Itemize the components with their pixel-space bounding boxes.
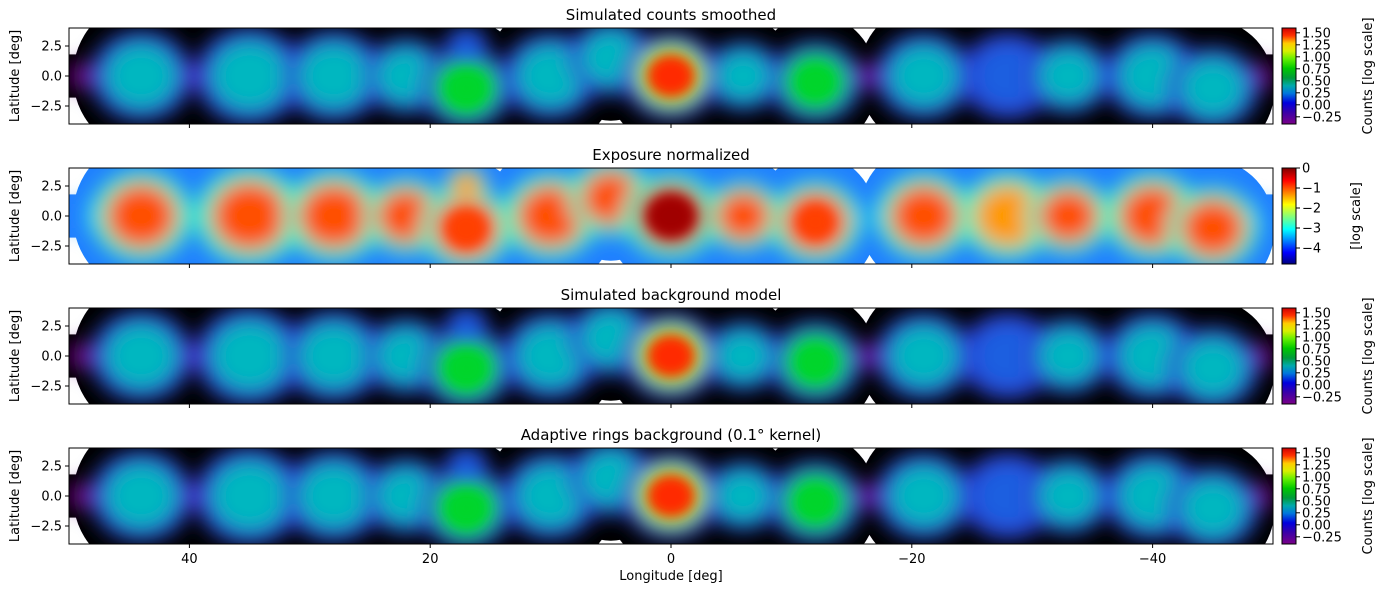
panel-3: Simulated background model Latitude [deg]… [8,286,1376,415]
panel-2: Exposure normalized Latitude [deg] 2.5 0.0 −… [8,146,1364,268]
x-tick-label: 40 [181,552,198,567]
colorbar-tick-label: −0.25 [1302,110,1342,125]
colorbar-tick-label: 1.00 [1302,470,1331,485]
colorbar-tick-label: −0.25 [1302,390,1342,405]
colorbar-tick-label: 0.00 [1302,518,1331,533]
colorbar-tick-label: 1.50 [1302,306,1331,321]
colorbar-tick-label: −0.25 [1302,530,1342,545]
colorbar-tick-label: 0.75 [1302,482,1331,497]
colorbar: 0 −1 −2 −3 −4 [log scale] [1281,162,1364,265]
panel-4: Adaptive rings background (0.1° kernel) L… [8,426,1376,584]
colorbar-tick-label: −4 [1302,242,1321,257]
colorbar-gradient [1281,307,1297,405]
colorbar-tick-label: 1.00 [1302,330,1331,345]
colorbar-tick-label: 0.00 [1302,378,1331,393]
y-tick-label: 0.0 [41,350,62,365]
colorbar-tick-label: −3 [1302,222,1321,237]
y-tick-label: −2.5 [30,240,62,255]
colorbar-gradient [1281,27,1297,125]
panel-title: Adaptive rings background (0.1° kernel) [521,426,822,444]
colorbar-tick-label: 1.50 [1302,26,1331,41]
y-axis-label: Latitude [deg] [8,450,23,542]
heatmap-image [69,308,1273,404]
colorbar-tick-label: 1.00 [1302,50,1331,65]
colorbar-tick-label: 0.50 [1302,494,1331,509]
colorbar-tick-label: 0.50 [1302,354,1331,369]
colorbar-tick-label: −1 [1302,182,1321,197]
y-tick-label: −2.5 [30,380,62,395]
panel-title: Simulated counts smoothed [566,6,776,24]
y-tick-label: −2.5 [30,100,62,115]
panel-title: Simulated background model [561,286,782,304]
colorbar-tick-label: 1.25 [1302,458,1331,473]
heatmap-image [69,448,1273,544]
colorbar-tick-label: 0.75 [1302,62,1331,77]
x-axis-label: Longitude [deg] [619,569,722,584]
y-tick-label: 2.5 [41,460,62,475]
colorbar: 1.501.251.000.750.500.250.00−0.25 Counts … [1281,437,1376,555]
x-tick-label: 20 [422,552,439,567]
y-tick-label: 2.5 [41,40,62,55]
colorbar-tick-label: 0 [1302,162,1310,177]
y-tick-label: 2.5 [41,320,62,335]
y-tick-label: −2.5 [30,520,62,535]
y-tick-label: 0.0 [41,210,62,225]
heatmap-image [69,28,1273,124]
colorbar: 1.501.251.000.750.500.250.00−0.25 Counts … [1281,297,1376,415]
colorbar-tick-label: 1.25 [1302,38,1331,53]
colorbar-gradient [1281,447,1297,545]
colorbar-tick-label: 0.75 [1302,342,1331,357]
colorbar-gradient [1281,167,1297,265]
x-tick-label: −20 [898,552,925,567]
colorbar-label: Counts [log scale] [1361,297,1376,414]
colorbar-tick-label: 1.25 [1302,318,1331,333]
x-tick-label: 0 [667,552,675,567]
heatmap-image [69,168,1273,264]
x-tick-label: −40 [1139,552,1166,567]
y-tick-label: 0.0 [41,70,62,85]
colorbar-tick-label: −2 [1302,202,1321,217]
colorbar-label: [log scale] [1349,182,1364,250]
colorbar: 1.501.251.000.750.500.250.00−0.25 Counts … [1281,17,1376,135]
y-tick-label: 2.5 [41,180,62,195]
colorbar-tick-label: 0.25 [1302,86,1331,101]
colorbar-tick-label: 0.25 [1302,366,1331,381]
y-axis-label: Latitude [deg] [8,170,23,262]
y-axis-label: Latitude [deg] [8,310,23,402]
colorbar-label: Counts [log scale] [1361,17,1376,134]
panel-1: Simulated counts smoothed Latitude [deg] 2… [8,6,1376,135]
colorbar-tick-label: 0.50 [1302,74,1331,89]
y-axis-label: Latitude [deg] [8,30,23,122]
colorbar-tick-label: 0.25 [1302,506,1331,521]
y-tick-label: 0.0 [41,490,62,505]
colorbar-tick-label: 1.50 [1302,446,1331,461]
colorbar-tick-label: 0.00 [1302,98,1331,113]
colorbar-label: Counts [log scale] [1361,437,1376,554]
panel-title: Exposure normalized [592,146,750,164]
